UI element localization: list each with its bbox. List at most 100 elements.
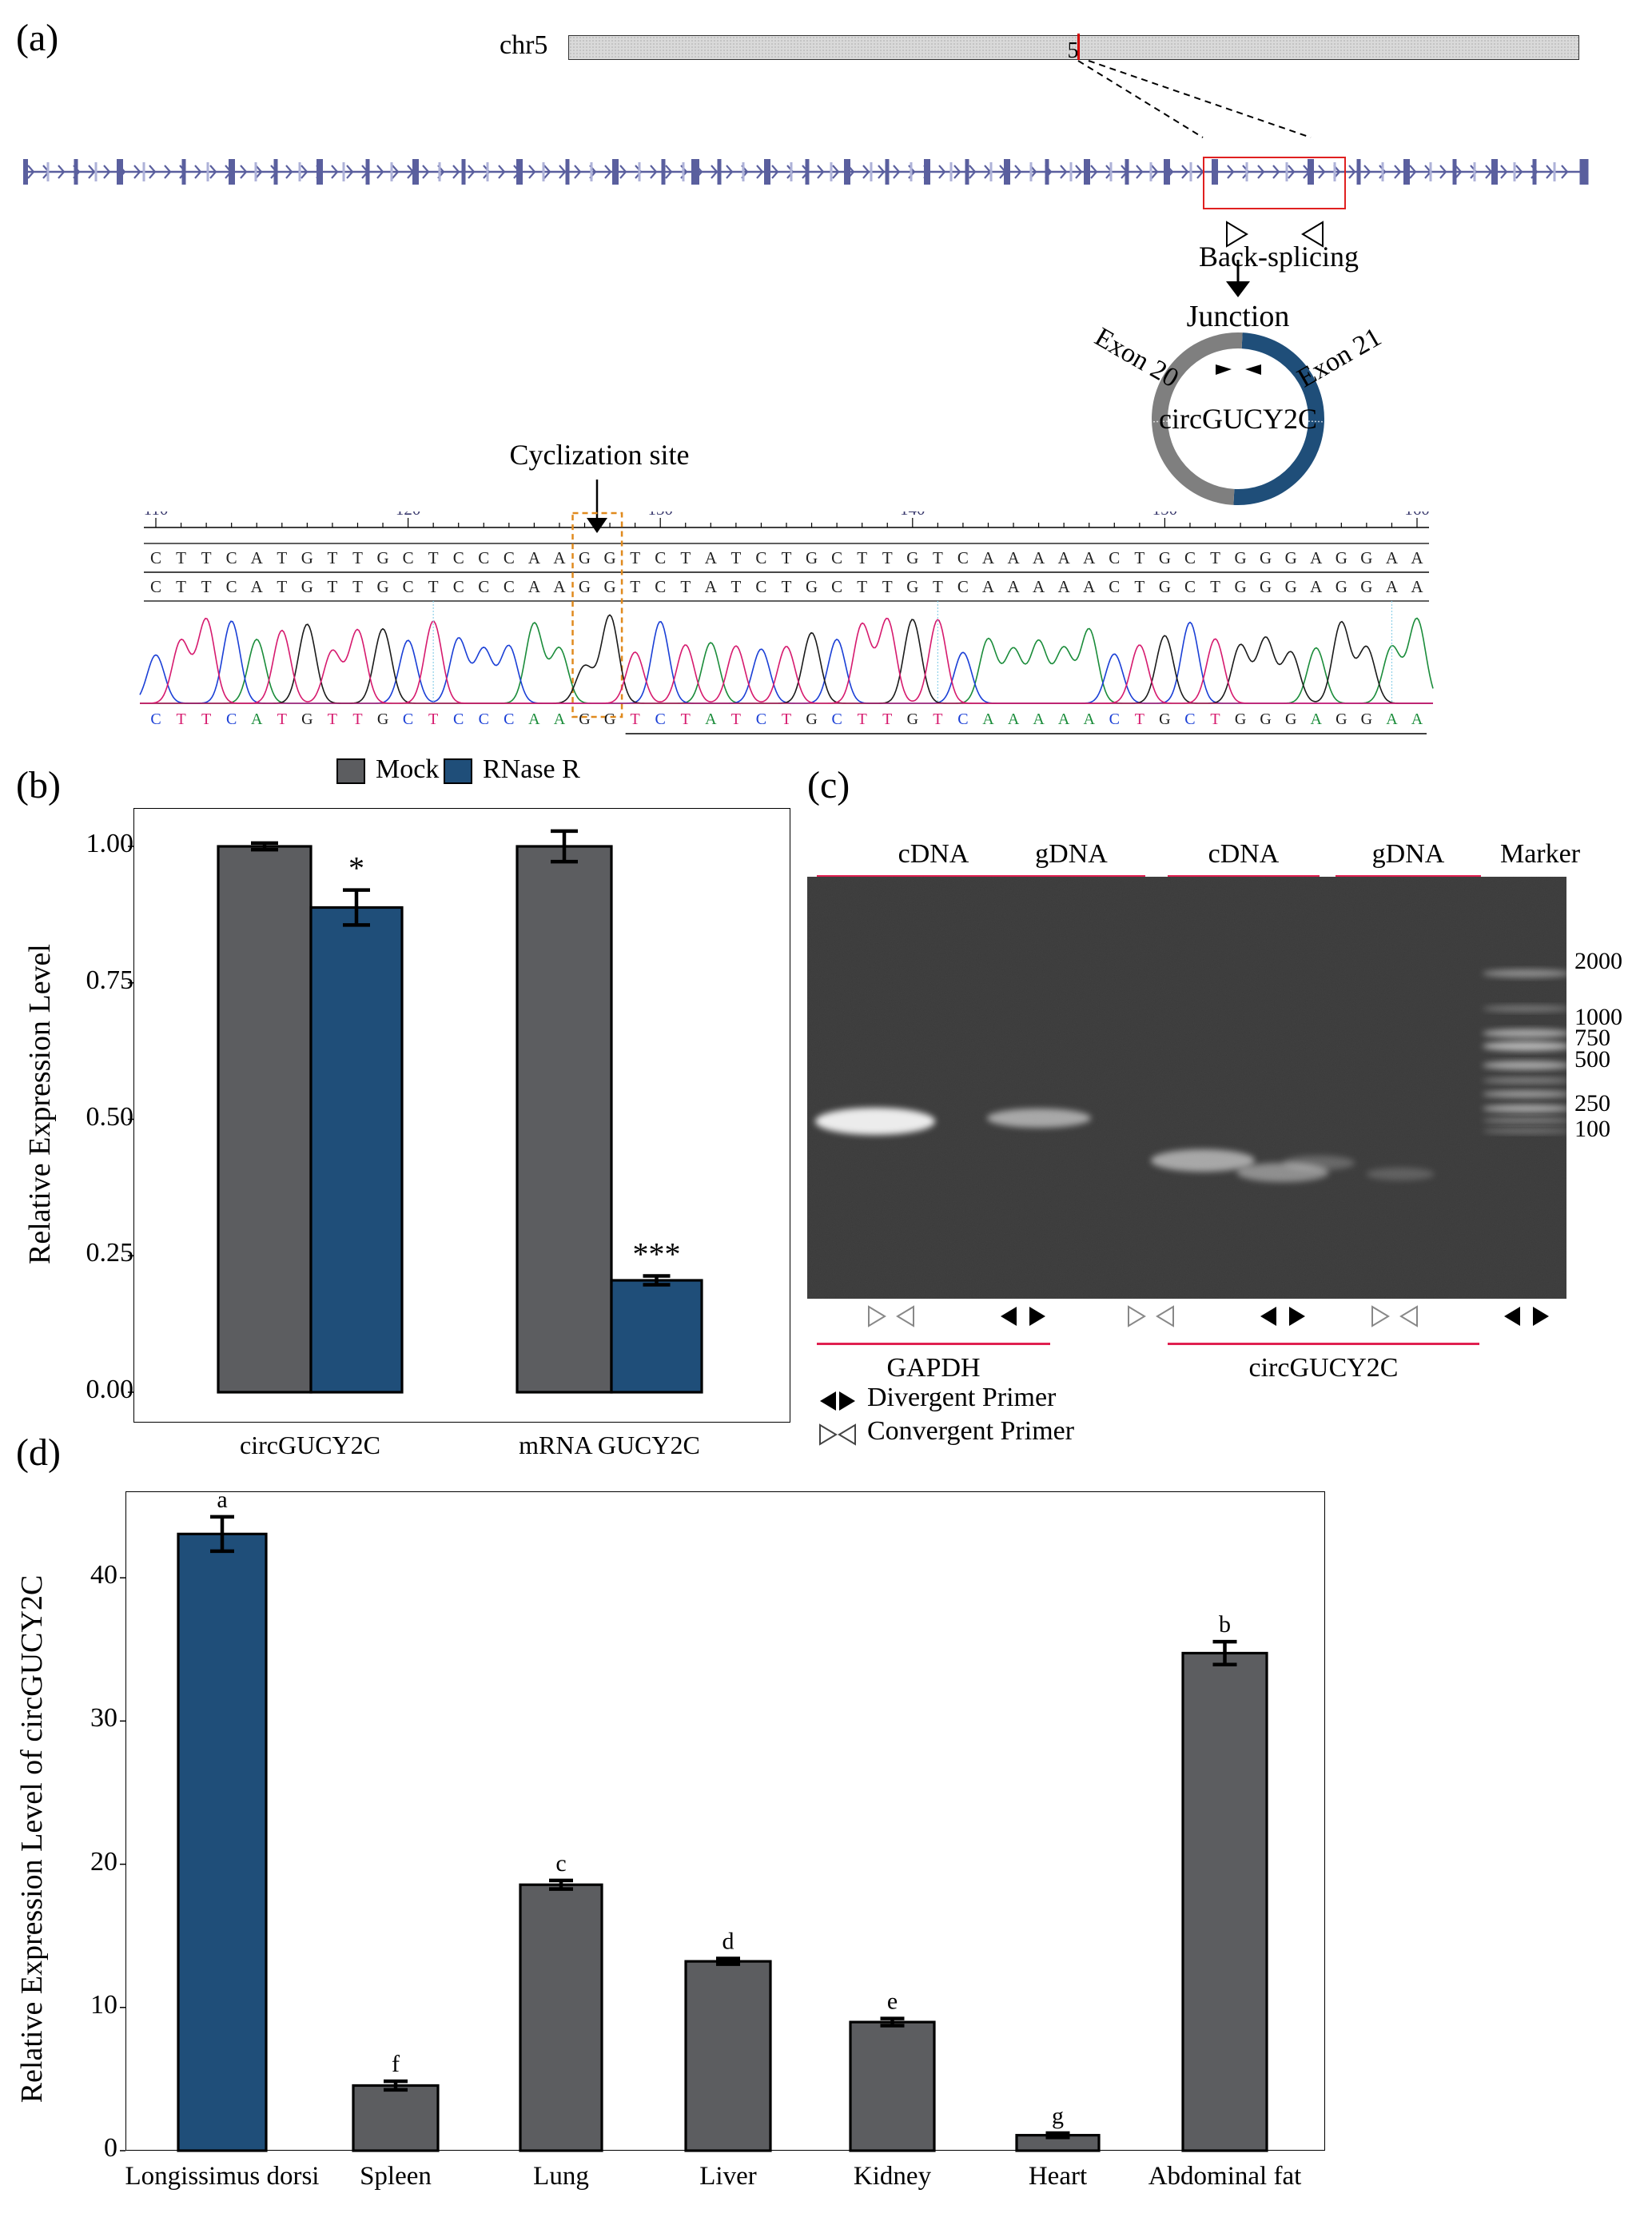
svg-text:G: G <box>376 577 388 596</box>
svg-text:A: A <box>251 548 264 567</box>
svg-text:A: A <box>982 548 995 567</box>
svg-text:T: T <box>933 710 942 728</box>
svg-text:T: T <box>681 710 691 728</box>
svg-text:G: G <box>1285 710 1296 728</box>
svg-text:A: A <box>1007 548 1020 567</box>
svg-text:C: C <box>831 577 842 596</box>
svg-text:A: A <box>1083 577 1096 596</box>
svg-text:A: A <box>1311 710 1323 728</box>
svg-text:C: C <box>831 548 842 567</box>
svg-text:T: T <box>631 710 640 728</box>
svg-text:G: G <box>1336 710 1347 728</box>
svg-text:A: A <box>528 710 540 728</box>
svg-text:C: C <box>478 548 489 567</box>
svg-text:C: C <box>226 710 237 728</box>
svg-text:T: T <box>857 548 867 567</box>
svg-text:G: G <box>1336 577 1347 596</box>
svg-text:A: A <box>1411 548 1423 567</box>
svg-text:G: G <box>1361 710 1372 728</box>
svg-text:A: A <box>1411 710 1423 728</box>
svg-text:G: G <box>1360 577 1372 596</box>
svg-text:c: c <box>555 1850 566 1877</box>
svg-text:A: A <box>554 710 566 728</box>
svg-text:A: A <box>553 548 566 567</box>
svg-text:b: b <box>1219 1611 1231 1638</box>
svg-text:T: T <box>857 577 867 596</box>
svg-text:T: T <box>201 548 212 567</box>
svg-text:T: T <box>176 710 185 728</box>
svg-text:C: C <box>1109 710 1120 728</box>
svg-text:T: T <box>277 710 287 728</box>
svg-text:T: T <box>858 710 867 728</box>
svg-text:A: A <box>528 577 541 596</box>
svg-text:C: C <box>478 577 489 596</box>
svg-text:A: A <box>1033 577 1045 596</box>
svg-text:C: C <box>150 577 161 596</box>
svg-text:T: T <box>680 548 691 567</box>
svg-text:T: T <box>176 548 186 567</box>
svg-text:T: T <box>782 710 791 728</box>
svg-text:A: A <box>1083 710 1095 728</box>
svg-text:T: T <box>630 548 640 567</box>
svg-text:T: T <box>630 577 640 596</box>
svg-text:T: T <box>277 577 287 596</box>
svg-text:C: C <box>403 548 414 567</box>
svg-text:G: G <box>907 710 918 728</box>
svg-text:C: C <box>655 548 666 567</box>
svg-text:T: T <box>680 577 691 596</box>
svg-text:C: C <box>453 548 464 567</box>
svg-text:C: C <box>226 548 237 567</box>
svg-text:G: G <box>377 710 388 728</box>
svg-text:C: C <box>1184 548 1196 567</box>
svg-text:T: T <box>1210 710 1220 728</box>
svg-text:C: C <box>756 710 766 728</box>
svg-text:***: *** <box>633 1236 681 1272</box>
svg-text:G: G <box>1260 548 1272 567</box>
svg-text:G: G <box>1159 710 1170 728</box>
svg-text:A: A <box>1083 548 1096 567</box>
svg-text:A: A <box>705 577 718 596</box>
svg-text:G: G <box>1260 577 1272 596</box>
svg-text:G: G <box>301 710 312 728</box>
svg-text:140: 140 <box>900 511 926 519</box>
svg-text:A: A <box>251 577 264 596</box>
svg-text:T: T <box>201 710 211 728</box>
svg-text:G: G <box>806 710 817 728</box>
svg-text:A: A <box>1008 710 1020 728</box>
svg-text:A: A <box>1310 548 1323 567</box>
svg-text:A: A <box>705 710 717 728</box>
svg-text:G: G <box>301 548 313 567</box>
svg-text:C: C <box>453 577 464 596</box>
svg-text:C: C <box>957 548 969 567</box>
svg-text:f: f <box>392 2051 400 2077</box>
svg-text:G: G <box>301 577 313 596</box>
svg-text:A: A <box>1411 577 1423 596</box>
svg-text:T: T <box>882 710 892 728</box>
svg-text:T: T <box>201 577 212 596</box>
svg-text:G: G <box>579 710 590 728</box>
svg-text:A: A <box>528 548 541 567</box>
svg-text:A: A <box>1058 548 1071 567</box>
svg-text:d: d <box>723 1928 734 1955</box>
svg-text:T: T <box>428 548 439 567</box>
svg-text:G: G <box>1234 577 1246 596</box>
svg-text:G: G <box>579 577 591 596</box>
svg-text:A: A <box>1007 577 1020 596</box>
svg-text:160: 160 <box>1404 511 1430 519</box>
svg-text:A: A <box>251 710 263 728</box>
svg-text:A: A <box>1386 577 1399 596</box>
svg-text:A: A <box>982 710 994 728</box>
svg-text:T: T <box>352 548 363 567</box>
svg-text:G: G <box>1260 710 1271 728</box>
svg-text:C: C <box>1184 577 1196 596</box>
svg-text:G: G <box>603 577 615 596</box>
svg-text:C: C <box>453 710 464 728</box>
svg-text:T: T <box>1135 710 1144 728</box>
svg-text:G: G <box>376 548 388 567</box>
svg-text:T: T <box>731 710 741 728</box>
svg-text:C: C <box>1109 577 1120 596</box>
svg-text:C: C <box>479 710 489 728</box>
svg-text:T: T <box>782 577 792 596</box>
svg-text:T: T <box>1210 548 1220 567</box>
svg-text:C: C <box>504 548 515 567</box>
